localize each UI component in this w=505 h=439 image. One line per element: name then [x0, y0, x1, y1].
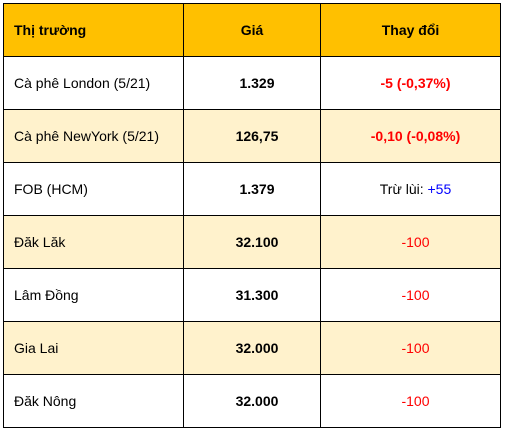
change-value: +55 [427, 181, 452, 197]
market-name: Đăk Lăk [3, 215, 184, 269]
change-cell: -100 [320, 268, 501, 322]
price-value: 126,75 [183, 109, 321, 163]
price-value: 32.000 [183, 374, 321, 428]
change-value: -5 (-0,37%) [380, 75, 451, 91]
header-market: Thị trường [3, 3, 184, 57]
change-value: -100 [401, 340, 430, 356]
change-cell: Trừ lùi: +55 [320, 162, 501, 216]
change-cell: -100 [320, 215, 501, 269]
market-name: Lâm Đồng [3, 268, 184, 322]
table-row: Lâm Đồng 31.300 -100 [3, 268, 501, 322]
table-row: Cà phê NewYork (5/21) 126,75 -0,10 (-0,0… [3, 109, 501, 163]
price-value: 1.379 [183, 162, 321, 216]
header-price: Giá [183, 3, 321, 57]
price-value: 1.329 [183, 56, 321, 110]
market-name: Đăk Nông [3, 374, 184, 428]
market-name: Gia Lai [3, 321, 184, 375]
table-row: Gia Lai 32.000 -100 [3, 321, 501, 375]
change-cell: -5 (-0,37%) [320, 56, 501, 110]
change-cell: -0,10 (-0,08%) [320, 109, 501, 163]
table-row: Đăk Nông 32.000 -100 [3, 374, 501, 428]
change-value: -100 [401, 393, 430, 409]
change-value: -100 [401, 287, 430, 303]
header-row: Thị trường Giá Thay đổi [3, 3, 501, 57]
price-value: 31.300 [183, 268, 321, 322]
change-value: -100 [401, 234, 430, 250]
table-row: Đăk Lăk 32.100 -100 [3, 215, 501, 269]
change-cell: -100 [320, 321, 501, 375]
table-row: Cà phê London (5/21) 1.329 -5 (-0,37%) [3, 56, 501, 110]
table-row: FOB (HCM) 1.379 Trừ lùi: +55 [3, 162, 501, 216]
market-name: Cà phê NewYork (5/21) [3, 109, 184, 163]
market-name: FOB (HCM) [3, 162, 184, 216]
market-name: Cà phê London (5/21) [3, 56, 184, 110]
coffee-price-table: Thị trường Giá Thay đổi Cà phê London (5… [3, 3, 501, 428]
change-cell: -100 [320, 374, 501, 428]
price-value: 32.100 [183, 215, 321, 269]
price-value: 32.000 [183, 321, 321, 375]
change-value: -0,10 (-0,08%) [370, 128, 461, 144]
header-change: Thay đổi [320, 3, 501, 57]
change-prefix: Trừ lùi: [379, 181, 428, 197]
